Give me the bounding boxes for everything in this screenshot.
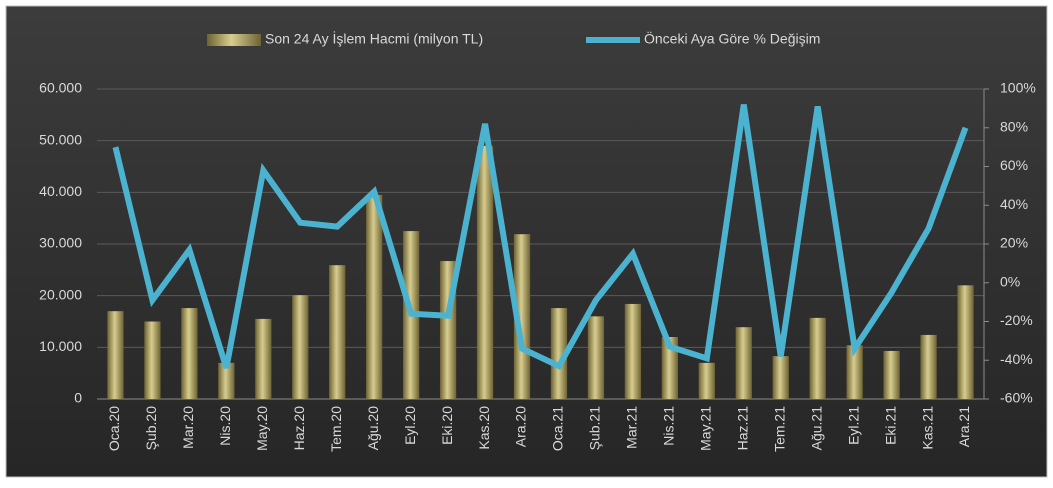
bar: [920, 334, 937, 399]
y-tick-label: 60.000: [39, 80, 82, 96]
x-tick-label: Mar.20: [180, 406, 196, 449]
y2-tick-label: 60%: [1000, 157, 1028, 173]
x-tick-label: Eyl.21: [845, 406, 861, 445]
x-tick-label: Ağu.21: [808, 406, 824, 451]
x-tick-label: Kas.21: [919, 406, 935, 450]
x-tick-label: Kas.20: [476, 406, 492, 450]
y2-tick-label: 40%: [1000, 196, 1028, 212]
bar: [366, 194, 383, 399]
y-tick-label: 0: [74, 390, 82, 406]
y-tick-label: 20.000: [39, 286, 82, 302]
bar: [218, 362, 235, 399]
bar: [735, 327, 752, 399]
bar: [587, 316, 605, 399]
bar: [107, 311, 124, 399]
y-tick-label: 40.000: [39, 183, 82, 199]
x-tick-label: May.21: [698, 406, 714, 451]
bar: [698, 362, 715, 399]
x-tick-label: Şub.20: [143, 406, 159, 451]
bar: [957, 285, 974, 399]
x-tick-label: Eki.20: [439, 406, 455, 445]
x-tick-label: Tem.21: [771, 406, 787, 452]
x-tick-label: May.20: [254, 406, 270, 451]
x-tick-label: Tem.20: [328, 406, 344, 452]
legend-swatch: [207, 34, 261, 46]
x-tick-label: Eki.21: [882, 406, 898, 445]
bar: [181, 308, 198, 399]
bar: [144, 321, 161, 399]
bar: [661, 337, 678, 399]
y-tick-label: 10.000: [39, 338, 82, 354]
y2-tick-label: 80%: [1000, 118, 1028, 134]
y2-tick-label: 20%: [1000, 235, 1028, 251]
y2-tick-label: -40%: [1000, 351, 1033, 367]
bar: [255, 318, 272, 399]
y2-tick-label: 0%: [1000, 273, 1020, 289]
y2-tick-label: -20%: [1000, 312, 1033, 328]
x-tick-label: Nis.20: [217, 406, 233, 446]
x-tick-label: Ara.21: [956, 406, 972, 447]
x-tick-label: Haz.20: [291, 406, 307, 451]
x-tick-label: Ara.20: [513, 406, 529, 447]
legend-label: Son 24 Ay İşlem Hacmi (milyon TL): [265, 30, 483, 47]
bar: [883, 350, 900, 399]
bar: [624, 303, 642, 399]
y2-tick-label: 100%: [1000, 80, 1036, 96]
x-tick-label: Eyl.20: [402, 406, 418, 445]
x-tick-label: Ağu.20: [365, 406, 381, 451]
legend-label: Önceki Aya Göre % Değişim: [644, 30, 820, 47]
bar: [513, 234, 531, 399]
y-tick-label: 50.000: [39, 131, 82, 147]
y-tick-label: 30.000: [39, 235, 82, 251]
x-tick-label: Oca.21: [550, 406, 566, 451]
bar: [772, 356, 789, 399]
x-tick-label: Şub.21: [587, 406, 603, 451]
bar: [550, 308, 568, 399]
bar: [329, 265, 346, 399]
bar: [846, 345, 863, 399]
line-series: [112, 104, 969, 370]
x-tick-label: Nis.21: [661, 406, 677, 446]
x-tick-label: Haz.21: [734, 406, 750, 451]
x-tick-label: Oca.20: [106, 406, 122, 451]
x-tick-label: Mar.21: [624, 406, 640, 449]
bar: [809, 317, 826, 399]
bar: [292, 295, 309, 399]
y2-tick-label: -60%: [1000, 390, 1033, 406]
bar: [476, 145, 494, 399]
